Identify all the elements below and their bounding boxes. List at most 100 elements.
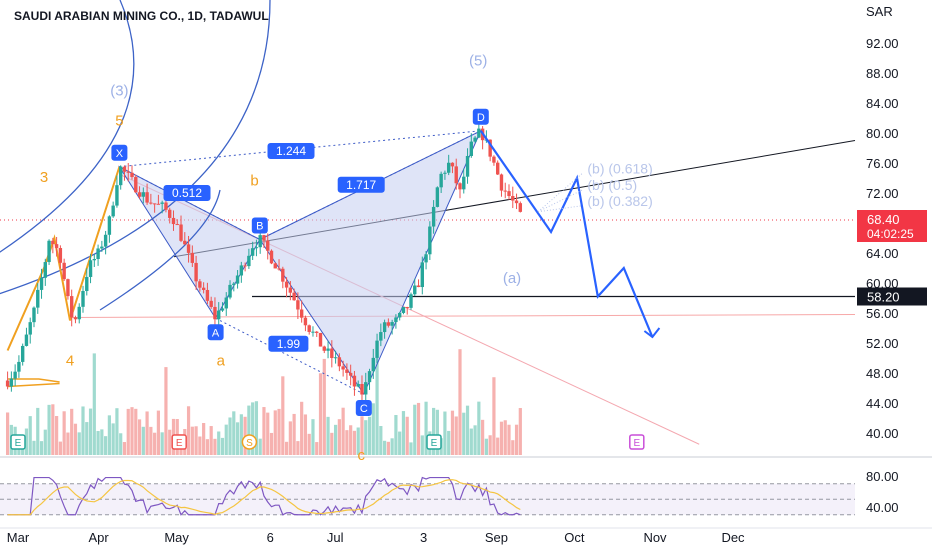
wave-line-orange [7,382,60,388]
candle-body [315,331,319,333]
event-marker-label: S [246,438,253,449]
candle-body [303,317,308,326]
volume-bar [318,373,323,455]
event-marker [426,434,442,450]
current-price-label: 68.40 [867,212,900,227]
candle-body [220,308,225,311]
candle-body [496,162,500,175]
candle-body [375,340,379,358]
candle-body [390,322,394,326]
candle-body [235,275,240,284]
price-tick-label: 84.00 [866,96,899,111]
candle-body [183,240,187,245]
volume-bar [303,414,308,455]
candle-body [243,265,247,267]
volume-bar [217,431,221,455]
wave-label: a [217,353,226,370]
candle-body [284,281,289,288]
projection-arrowhead [643,327,661,339]
candle-body [503,190,507,192]
volume-bar [284,441,289,455]
candle-body [164,202,168,210]
candle-body [341,366,345,370]
price-tick-label: 92.00 [866,36,899,51]
price-tick-label: 88.00 [866,66,899,81]
harmonic-point-label: C [360,403,368,415]
candle-body [209,300,213,307]
volume-bar [360,416,364,455]
volume-bar [496,437,500,455]
volume-bar [228,417,232,455]
candle-body [160,202,164,204]
volume-bar [145,411,149,455]
candle-body [17,361,21,372]
volume-bar [281,376,285,455]
candle-body [134,177,138,193]
volume-bar [137,419,142,455]
price-axis: 92.0088.0084.0080.0076.0072.0068.0064.00… [7,36,927,545]
candle-body [152,203,157,205]
price-tick-label: 72.00 [866,186,899,201]
candle-body [24,334,29,346]
volume-bar [66,432,70,455]
candle-body [356,383,360,387]
volume-bar [356,427,360,455]
candle-body [281,268,285,282]
volume-bar [213,438,217,455]
fib-circle-arc [99,189,221,311]
candle-body [518,203,523,212]
candle-body [450,162,455,167]
candle-body [511,196,515,201]
volume-bar [386,441,390,455]
time-tick-label: Jul [327,530,344,545]
candle-body [9,378,14,387]
candle-body [145,192,149,203]
candle-body [262,235,266,241]
volume-bar [202,423,206,455]
candle-body [454,166,458,184]
volume-bar [326,416,330,455]
volume-bar [58,441,62,455]
wave-label: b [250,173,258,190]
event-marker [10,434,26,450]
candle-body [360,383,364,395]
wave-label: 4 [66,353,74,370]
candle-body [213,306,217,320]
wave-label: c [357,447,365,464]
candle-body [190,252,195,263]
volume-bar [273,410,277,455]
volume-bar [190,426,194,455]
time-tick-label: Sep [485,530,508,545]
candle-body [107,216,112,235]
event-marker-label: E [176,438,183,449]
event-marker-label: E [431,438,438,449]
volume-bar [254,401,259,455]
candle-body [352,375,357,387]
candle-body [111,205,115,217]
candle-body [194,262,198,282]
volume-bar [481,419,485,455]
price-tick-label: 48.00 [866,366,899,381]
candle-body [103,234,108,247]
harmonic-point-label: X [116,148,124,160]
volume-bar [205,439,210,455]
candle-body [149,202,153,204]
rsi-ma-line [7,479,521,516]
volume-bar [247,405,251,455]
volume-bar [390,438,394,455]
level-label: 58.20 [867,290,900,305]
overlays: (b) (0.618)(b) (0.5)(b) (0.382) (3) 5 3 b 4 a c… [10,53,661,464]
candle-body [446,162,451,173]
fib-level-label: (b) (0.5) [587,177,637,193]
candle-body [51,240,55,245]
volume-bar [447,430,451,455]
candle-body [409,294,413,308]
volume-bar [81,406,85,455]
candle-body [175,224,179,226]
ratio-badge [163,185,211,201]
support-line [69,314,856,318]
wave-label: (5) [469,53,487,70]
countdown-label: 04:02:25 [867,227,914,241]
volume-bar [311,419,315,455]
